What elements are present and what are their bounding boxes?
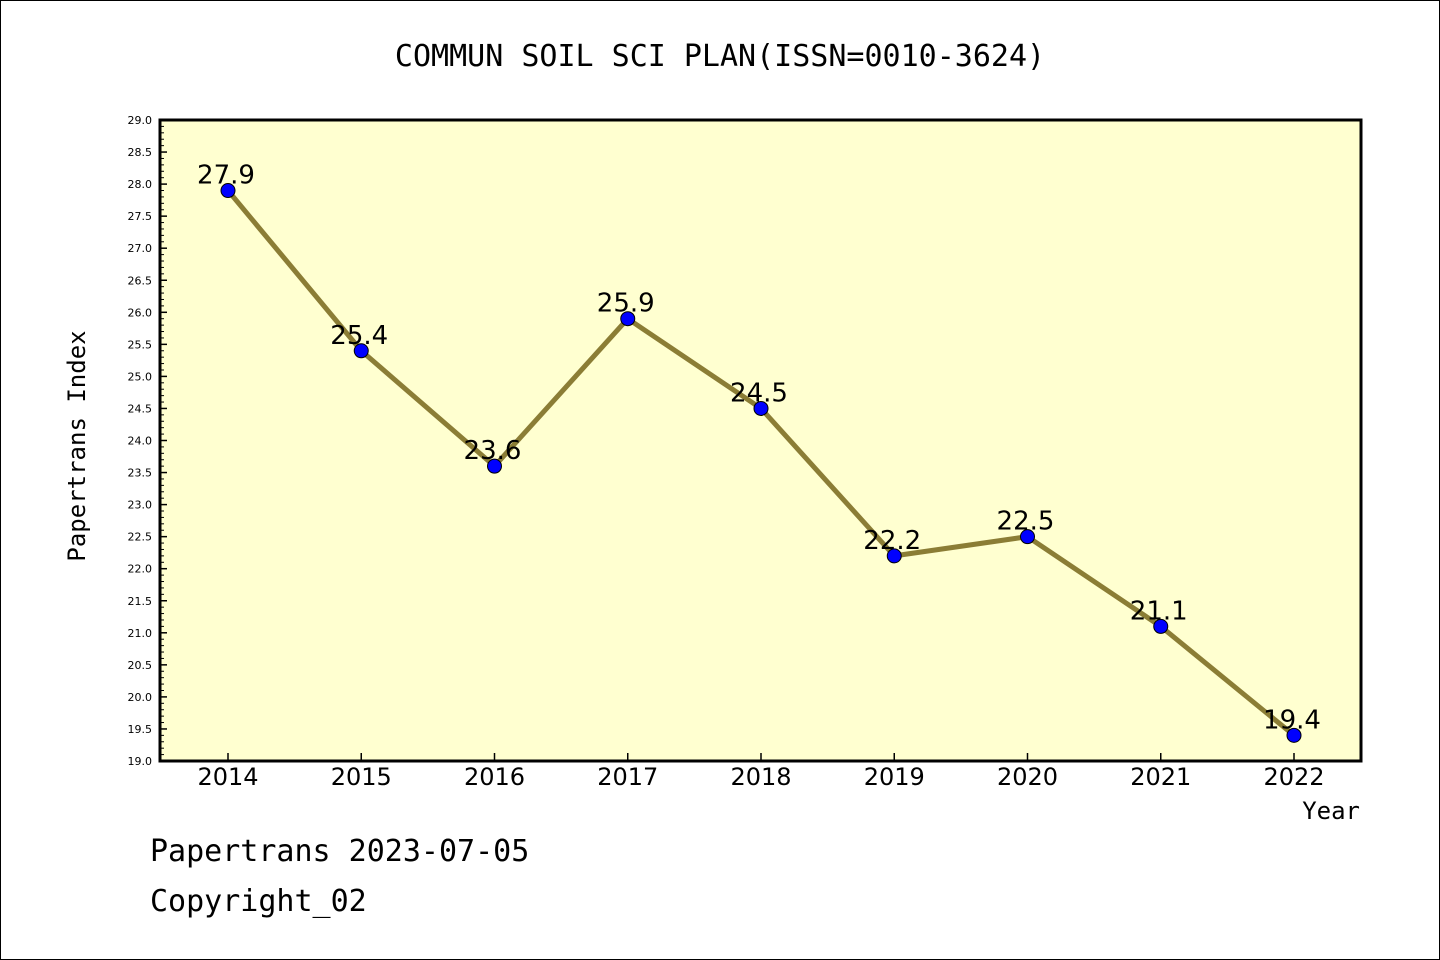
data-point — [1020, 529, 1035, 545]
data-point — [220, 183, 236, 199]
data-markers — [220, 183, 1302, 743]
y-tick-label: 25.0 — [128, 370, 153, 383]
y-tick-label: 27.0 — [128, 242, 153, 255]
y-tick-label: 26.5 — [128, 274, 153, 287]
y-tick-label: 20.0 — [128, 691, 153, 704]
y-tick-label: 24.5 — [128, 402, 153, 415]
data-point — [753, 400, 769, 416]
y-tick-label: 27.5 — [128, 210, 153, 223]
plot-area — [158, 118, 1363, 763]
x-axis-ticks: 2014 2015 2016 2017 2018 2019 2020 2021 2022 — [197, 753, 1325, 791]
x-tick-label: 2015 — [331, 763, 392, 791]
x-tick-label: 2019 — [864, 763, 925, 791]
data-label: 23.6 — [464, 436, 522, 466]
y-tick-label: 22.5 — [128, 531, 153, 544]
y-tick-label: 28.5 — [128, 146, 153, 159]
data-label: 22.2 — [863, 526, 921, 556]
footer-copyright: Copyright_02 — [150, 884, 367, 919]
y-tick-label: 19.0 — [128, 755, 153, 768]
data-label: 22.5 — [997, 507, 1055, 537]
x-tick-label: 2014 — [197, 763, 258, 791]
chart-title: COMMUN SOIL SCI PLAN(ISSN=0010-3624) — [395, 39, 1045, 74]
y-tick-label: 19.5 — [128, 723, 153, 736]
y-tick-label: 28.0 — [128, 178, 153, 191]
data-label: 19.4 — [1263, 705, 1321, 735]
y-tick-label: 21.0 — [128, 627, 153, 640]
x-axis-label: Year — [1302, 797, 1360, 825]
x-tick-label: 2022 — [1263, 763, 1324, 791]
data-label: 25.4 — [330, 321, 388, 351]
data-point — [1286, 727, 1302, 743]
data-label: 24.5 — [730, 378, 788, 408]
x-tick-label: 2021 — [1130, 763, 1191, 791]
y-tick-label: 23.5 — [128, 467, 153, 480]
data-point — [886, 548, 902, 564]
data-point — [1153, 618, 1169, 634]
x-tick-label: 2016 — [464, 763, 525, 791]
y-tick-label: 25.5 — [128, 338, 153, 351]
y-axis-ticks: 19.0 19.5 20.0 20.5 21.0 21.5 22.0 22.5 23.0 23.5… — [128, 114, 167, 768]
x-tick-label: 2020 — [997, 763, 1058, 791]
y-axis-label: Papertrans Index — [63, 330, 91, 561]
data-point — [620, 311, 636, 327]
y-tick-label: 23.0 — [128, 499, 153, 512]
y-tick-label: 22.0 — [128, 563, 153, 576]
footer-date: Papertrans 2023-07-05 — [150, 834, 530, 869]
data-point — [353, 343, 369, 359]
y-tick-label: 26.0 — [128, 306, 153, 319]
data-label: 21.1 — [1130, 596, 1188, 626]
x-tick-label: 2018 — [730, 763, 791, 791]
y-tick-label: 20.5 — [128, 659, 153, 672]
y-tick-label: 24.0 — [128, 435, 153, 448]
data-point — [487, 458, 502, 474]
y-tick-label: 21.5 — [128, 595, 153, 608]
y-tick-label: 29.0 — [128, 114, 153, 127]
data-labels: 27.9 25.4 23.6 25.9 24.5 22.2 22.5 21.1 19.4 — [197, 161, 1321, 736]
x-tick-label: 2017 — [597, 763, 658, 791]
data-label: 27.9 — [197, 161, 255, 191]
data-label: 25.9 — [597, 289, 655, 319]
